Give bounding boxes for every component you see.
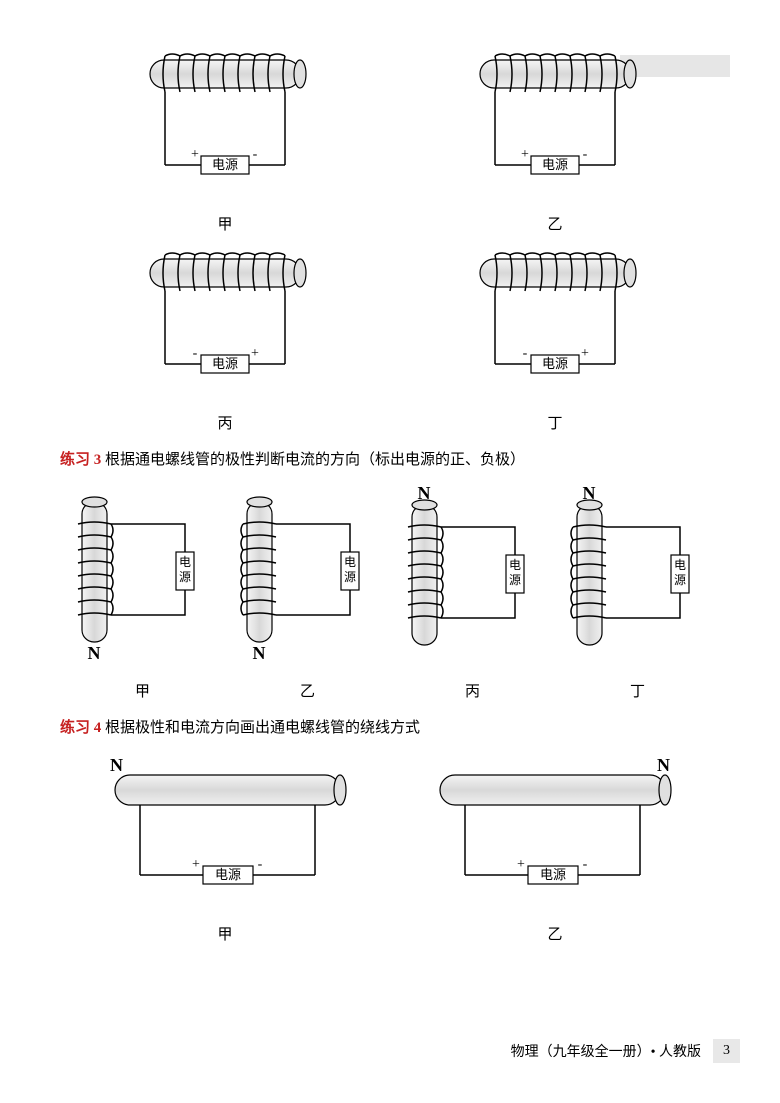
svg-text:+: + [191,147,199,162]
exercise-4-text: 根据极性和电流方向画出通电螺线管的绕线方式 [105,720,420,736]
exercise-3-label: 练习 3 [60,452,101,468]
exercise-3-text: 根据通电螺线管的极性判断电流的方向（标出电源的正、负极） [105,452,525,468]
sub-label: 丁 [455,412,655,433]
svg-text:+: + [192,857,200,872]
sub-label: 乙 [235,680,380,701]
diagram-yi: 电源 + - 乙 [455,50,655,234]
diagram-bing: 电源 - + 丙 [125,249,325,433]
sub-label: 甲 [90,923,360,944]
exercise-4-line: 练习 4 根据极性和电流方向画出通电螺线管的绕线方式 [60,716,720,737]
svg-text:源: 源 [509,573,521,587]
svg-text:源: 源 [674,573,686,587]
svg-text:N: N [657,755,670,775]
ex3-bing: N 电 源 丙 [400,487,545,701]
svg-text:N: N [253,643,266,663]
svg-text:电源: 电源 [215,867,241,882]
svg-text:电源: 电源 [542,157,568,172]
svg-text:电: 电 [344,555,356,569]
svg-text:N: N [88,643,101,663]
diagram-ding: 电源 - + 丁 [455,249,655,433]
diagram-jia: 电源 + - 甲 [125,50,325,234]
svg-text:-: - [258,857,263,872]
svg-text:+: + [251,346,259,361]
ex3-row: 电 源 N 甲 电 源 N 乙 N [60,487,720,701]
svg-text:源: 源 [344,570,356,584]
svg-text:电源: 电源 [540,867,566,882]
svg-text:源: 源 [179,570,191,584]
power-label: 电源 [212,157,238,172]
ex3-jia: 电 源 N 甲 [70,487,215,701]
page-number: 3 [713,1039,740,1063]
ex4-yi: N 电源 + - 乙 [420,755,690,944]
svg-text:+: + [521,147,529,162]
svg-text:N: N [110,755,123,775]
ex3-yi: 电 源 N 乙 [235,487,380,701]
ex4-row: N 电源 + - 甲 N 电源 + - 乙 [60,755,720,944]
sub-label: 乙 [455,213,655,234]
svg-text:电源: 电源 [542,356,568,371]
svg-text:-: - [193,346,198,361]
page-footer: 物理（九年级全一册）• 人教版 3 [511,1039,740,1063]
ex3-ding: N 电 源 丁 [565,487,710,701]
sub-label: 甲 [125,213,325,234]
sub-label: 甲 [70,680,215,701]
sub-label: 丙 [400,680,545,701]
exercise-3-line: 练习 3 根据通电螺线管的极性判断电流的方向（标出电源的正、负极） [60,448,720,469]
svg-text:+: + [517,857,525,872]
svg-text:电: 电 [179,555,191,569]
svg-text:电: 电 [509,558,521,572]
top-row-2: 电源 - + 丙 电源 - + 丁 [60,249,720,433]
sub-label: 丙 [125,412,325,433]
footer-text: 物理（九年级全一册）• 人教版 [511,1041,701,1061]
exercise-4-label: 练习 4 [60,720,101,736]
svg-text:-: - [583,147,588,162]
svg-text:-: - [253,147,258,162]
top-row-1: 电源 + - 甲 电源 + - 乙 [60,50,720,234]
ex4-jia: N 电源 + - 甲 [90,755,360,944]
page-content: 电源 + - 甲 电源 + - 乙 [0,0,780,944]
sub-label: 乙 [420,923,690,944]
svg-text:电源: 电源 [212,356,238,371]
svg-text:-: - [583,857,588,872]
svg-text:-: - [523,346,528,361]
svg-text:+: + [581,346,589,361]
svg-text:电: 电 [674,558,686,572]
sub-label: 丁 [565,680,710,701]
